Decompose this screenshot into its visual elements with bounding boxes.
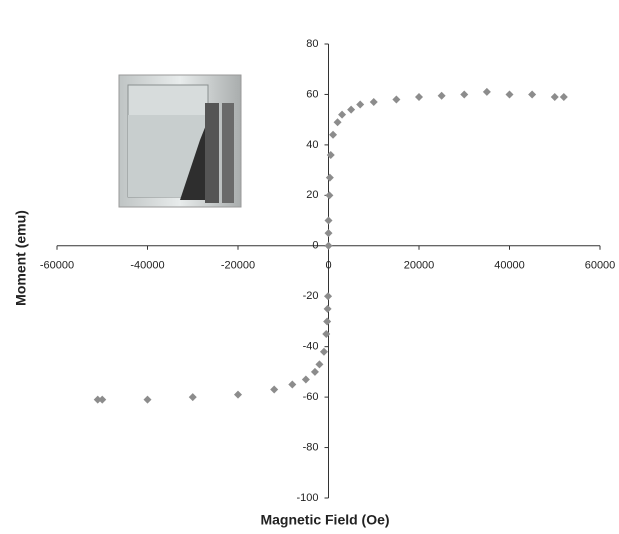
data-point — [325, 173, 334, 182]
data-point — [319, 347, 328, 356]
data-point — [482, 87, 491, 96]
data-point — [369, 98, 378, 107]
data-point — [550, 92, 559, 101]
data-point — [315, 360, 324, 369]
data-point — [323, 317, 332, 326]
x-tick-label: -60000 — [40, 260, 74, 272]
data-point — [559, 92, 568, 101]
data-point — [310, 367, 319, 376]
data-point — [324, 241, 333, 250]
data-point — [437, 91, 446, 100]
y-axis-title: Moment (emu) — [13, 210, 29, 306]
x-tick-label: 20000 — [404, 260, 435, 272]
inset-photo — [118, 74, 242, 208]
y-tick-label: -20 — [303, 290, 319, 302]
data-point — [324, 292, 333, 301]
data-point — [270, 385, 279, 394]
y-tick-label: -60 — [303, 391, 319, 403]
data-point — [325, 191, 334, 200]
x-tick-label: 0 — [325, 260, 331, 272]
y-tick-label: 60 — [306, 88, 318, 100]
data-point — [338, 110, 347, 119]
x-tick-label: -40000 — [130, 260, 164, 272]
data-point — [415, 92, 423, 101]
data-point — [326, 150, 335, 159]
x-tick-label: 60000 — [585, 260, 616, 272]
y-tick-label: 80 — [306, 38, 318, 50]
data-point — [322, 330, 331, 339]
data-point — [528, 90, 537, 99]
data-point — [234, 390, 242, 399]
data-point — [329, 130, 338, 139]
x-tick-label: 40000 — [494, 260, 525, 272]
data-point — [324, 216, 333, 225]
y-tick-label: -40 — [303, 341, 319, 353]
data-point — [347, 105, 356, 114]
data-point — [98, 395, 107, 404]
y-tick-label: 40 — [306, 139, 318, 151]
data-point — [505, 90, 514, 99]
data-point — [143, 395, 152, 404]
y-tick-label: -100 — [296, 492, 318, 504]
data-point — [188, 393, 197, 402]
data-point — [392, 95, 401, 104]
data-point — [460, 90, 469, 99]
x-tick-label: -20000 — [221, 260, 255, 272]
x-axis-title: Magnetic Field (Oe) — [260, 512, 389, 528]
data-point — [356, 100, 365, 109]
y-tick-label: -80 — [303, 441, 319, 453]
data-point — [333, 118, 342, 127]
data-point — [93, 395, 102, 404]
data-point — [324, 229, 333, 238]
y-tick-label: 0 — [312, 240, 318, 252]
data-point — [323, 304, 332, 313]
y-tick-label: 20 — [306, 189, 318, 201]
data-point — [288, 380, 297, 389]
data-point — [301, 375, 310, 384]
